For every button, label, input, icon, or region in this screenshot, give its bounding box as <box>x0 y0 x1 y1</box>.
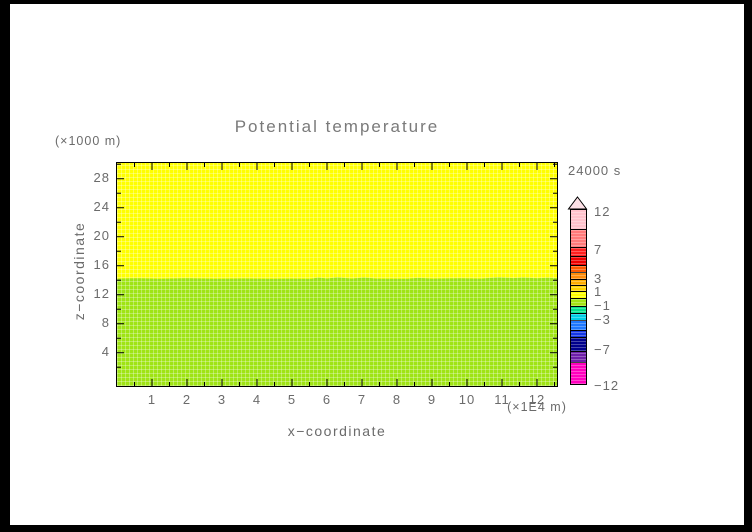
x-tick-label: 7 <box>357 392 367 407</box>
colorbar-segment <box>571 362 586 384</box>
x-axis-label: x−coordinate <box>287 423 387 439</box>
colorbar-segment <box>571 265 586 272</box>
colorbar-segment <box>571 247 586 256</box>
x-tick-label: 3 <box>217 392 227 407</box>
y-tick-label: 28 <box>93 169 110 185</box>
colorbar-segment <box>571 298 586 306</box>
plot-title: Potential temperature <box>234 117 440 136</box>
colorbar-tick-label: 12 <box>594 204 611 219</box>
x-tick-label: 2 <box>182 392 192 407</box>
colorbar-segment <box>571 320 586 330</box>
x-axis-unit-label: (×1E4 m) <box>507 400 567 414</box>
colorbar-tick-label: −7 <box>594 341 611 357</box>
x-tick-label: 9 <box>427 392 437 407</box>
y-axis-unit-label: (×1000 m) <box>55 134 122 148</box>
temperature-field <box>117 163 557 386</box>
x-tick-label: 11 <box>494 392 510 407</box>
colorbar-segment <box>571 313 586 320</box>
colorbar-segment <box>571 256 586 265</box>
y-tick-label: 24 <box>93 198 110 214</box>
lower-layer-fill <box>117 277 557 386</box>
x-tick-label: 4 <box>252 392 262 407</box>
colorbar-segment <box>571 229 586 247</box>
y-tick-label: 20 <box>93 227 110 243</box>
x-tick-label: 5 <box>287 392 297 407</box>
y-tick-label: 16 <box>93 256 110 272</box>
colorbar-segment <box>571 291 586 298</box>
colorbar-tick-label: 7 <box>594 241 603 257</box>
colorbar-tick-label: 1 <box>594 283 603 299</box>
colorbar-tick-label: −3 <box>594 311 611 327</box>
y-tick-label: 8 <box>101 314 110 330</box>
colorbar-segment <box>571 306 586 313</box>
colorbar-segment <box>571 285 586 291</box>
colorbar-tick-label: −12 <box>594 377 620 393</box>
plot-area <box>116 162 558 387</box>
colorbar-tick-label: −1 <box>594 297 611 313</box>
colorbar-segment <box>571 279 586 285</box>
y-tick-label: 4 <box>101 343 110 359</box>
colorbar-segment <box>571 330 586 337</box>
page: Potential temperature 24000 s (×1000 m) … <box>10 4 744 525</box>
colorbar <box>570 209 587 385</box>
x-tick-label: 1 <box>147 392 157 407</box>
colorbar-segment <box>571 272 586 279</box>
time-label: 24000 s <box>568 163 622 178</box>
colorbar-segment <box>571 337 586 351</box>
x-tick-label: 12 <box>528 392 546 407</box>
y-tick-label: 12 <box>93 285 110 301</box>
colorbar-segment <box>571 351 586 362</box>
colorbar-overflow-triangle <box>567 196 588 210</box>
colorbar-tick-label: 3 <box>594 270 603 286</box>
x-tick-label: 6 <box>322 392 332 407</box>
x-tick-label: 8 <box>392 392 402 407</box>
x-tick-label: 10 <box>458 392 476 407</box>
colorbar-segment <box>571 210 586 229</box>
axis-ticks <box>117 163 557 386</box>
